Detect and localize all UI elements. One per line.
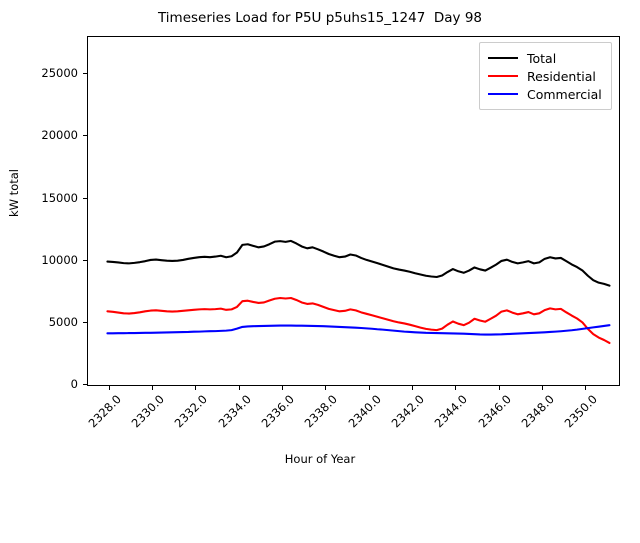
x-axis-label: Hour of Year — [284, 452, 356, 466]
legend-swatch-residential — [488, 75, 518, 77]
y-tick-label: 20000 — [41, 128, 78, 143]
chart-title: Timeseries Load for P5U p5uhs15_1247 Day… — [157, 10, 483, 26]
y-tick-mark — [83, 197, 87, 199]
y-tick-label: 5000 — [48, 314, 78, 329]
series-line-commercial — [106, 324, 611, 336]
x-tick-mark — [238, 386, 240, 390]
legend-swatch-commercial — [488, 93, 518, 95]
y-tick-label: 0 — [70, 377, 78, 391]
x-tick-mark — [325, 386, 327, 390]
x-tick-mark — [542, 386, 544, 390]
series-line-total — [106, 239, 611, 287]
legend-label: Commercial — [527, 86, 602, 102]
y-tick-mark — [83, 384, 87, 385]
legend-swatch-total — [488, 57, 518, 59]
y-tick-label: 10000 — [41, 252, 78, 267]
legend-entry-residential[interactable]: Residential — [488, 67, 602, 85]
chart-legend: Total Residential Commercial — [479, 42, 612, 110]
legend-entry-commercial[interactable]: Commercial — [488, 85, 602, 103]
legend-entry-total[interactable]: Total — [488, 49, 602, 67]
x-tick-mark — [108, 386, 110, 390]
y-tick-mark — [83, 321, 87, 323]
x-tick-mark — [498, 386, 500, 390]
series-line-residential — [106, 296, 611, 345]
y-tick-label: 25000 — [41, 66, 78, 81]
legend-label: Residential — [527, 68, 596, 84]
x-tick-mark — [412, 386, 414, 390]
x-tick-mark — [368, 386, 370, 390]
chart-figure: Timeseries Load for P5U p5uhs15_1247 Day… — [7, 10, 620, 466]
x-tick-label: 2328.0 — [85, 392, 124, 431]
y-tick-mark — [83, 259, 87, 261]
x-tick-mark — [455, 386, 457, 390]
legend-label: Total — [527, 50, 557, 66]
x-tick-mark — [195, 386, 197, 390]
y-tick-label: 15000 — [41, 190, 78, 205]
x-tick-mark — [282, 386, 284, 390]
plot-lines — [106, 239, 611, 345]
x-tick-mark — [585, 386, 587, 390]
y-tick-mark — [83, 135, 87, 137]
y-tick-mark — [83, 73, 87, 75]
x-tick-mark — [152, 386, 154, 390]
